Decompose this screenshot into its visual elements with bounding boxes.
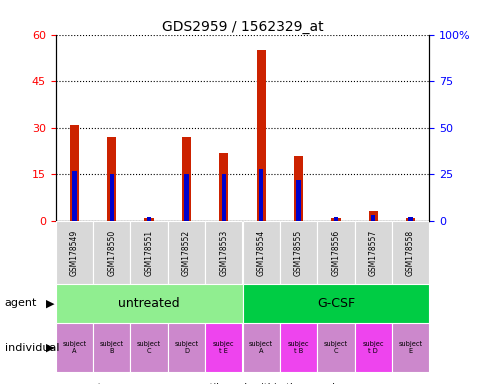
Bar bbox=[147, 217, 151, 221]
Bar bbox=[70, 124, 79, 221]
Bar bbox=[293, 156, 302, 221]
Bar bbox=[408, 217, 412, 221]
Bar bbox=[205, 323, 242, 372]
Bar bbox=[56, 284, 242, 323]
Bar bbox=[391, 221, 428, 284]
Text: GSM178553: GSM178553 bbox=[219, 229, 228, 276]
Bar bbox=[205, 221, 242, 284]
Text: ▶: ▶ bbox=[46, 298, 55, 308]
Text: subjec
t D: subjec t D bbox=[362, 341, 383, 354]
Bar bbox=[182, 137, 191, 221]
Bar bbox=[258, 169, 263, 221]
Bar bbox=[279, 323, 317, 372]
Bar bbox=[167, 323, 205, 372]
Bar bbox=[317, 323, 354, 372]
Text: GSM178549: GSM178549 bbox=[70, 229, 79, 276]
Text: GSM178557: GSM178557 bbox=[368, 229, 377, 276]
Bar bbox=[296, 180, 300, 221]
Bar bbox=[130, 323, 167, 372]
Bar bbox=[107, 137, 116, 221]
Bar bbox=[221, 174, 226, 221]
Text: subject
A: subject A bbox=[62, 341, 86, 354]
Bar bbox=[56, 323, 93, 372]
Bar bbox=[368, 212, 377, 221]
Text: GSM178555: GSM178555 bbox=[293, 229, 302, 276]
Text: subject
B: subject B bbox=[100, 341, 123, 354]
Bar bbox=[93, 221, 130, 284]
Bar bbox=[242, 323, 279, 372]
Bar bbox=[331, 218, 340, 221]
Text: individual: individual bbox=[5, 343, 59, 353]
Bar bbox=[279, 221, 317, 284]
Text: agent: agent bbox=[5, 298, 37, 308]
Text: GSM178551: GSM178551 bbox=[144, 229, 153, 276]
Bar bbox=[144, 218, 153, 221]
Text: GSM178554: GSM178554 bbox=[256, 229, 265, 276]
Text: GSM178550: GSM178550 bbox=[107, 229, 116, 276]
Title: GDS2959 / 1562329_at: GDS2959 / 1562329_at bbox=[161, 20, 323, 33]
Text: subjec
t B: subjec t B bbox=[287, 341, 309, 354]
Bar bbox=[317, 221, 354, 284]
Bar bbox=[354, 323, 391, 372]
Bar bbox=[56, 221, 93, 284]
Bar bbox=[242, 221, 279, 284]
Bar bbox=[72, 170, 76, 221]
Text: subject
A: subject A bbox=[249, 341, 272, 354]
Bar bbox=[354, 221, 391, 284]
Bar bbox=[93, 323, 130, 372]
Bar bbox=[333, 217, 337, 221]
Bar bbox=[391, 323, 428, 372]
Text: count: count bbox=[75, 383, 102, 384]
Bar bbox=[405, 218, 414, 221]
Text: subject
C: subject C bbox=[137, 341, 161, 354]
Bar bbox=[242, 284, 428, 323]
Text: subjec
t E: subjec t E bbox=[212, 341, 234, 354]
Text: subject
D: subject D bbox=[174, 341, 198, 354]
Bar bbox=[130, 221, 167, 284]
Text: G-CSF: G-CSF bbox=[316, 297, 354, 310]
Text: GSM178552: GSM178552 bbox=[182, 229, 191, 276]
Bar bbox=[184, 174, 188, 221]
Text: GSM178556: GSM178556 bbox=[331, 229, 340, 276]
Text: subject
C: subject C bbox=[323, 341, 347, 354]
Text: percentile rank within the sample: percentile rank within the sample bbox=[175, 383, 340, 384]
Text: ▶: ▶ bbox=[46, 343, 55, 353]
Text: untreated: untreated bbox=[118, 297, 180, 310]
Text: GSM178558: GSM178558 bbox=[405, 229, 414, 276]
Bar bbox=[370, 215, 375, 221]
Text: subject
E: subject E bbox=[398, 341, 422, 354]
Bar bbox=[256, 50, 265, 221]
Bar bbox=[167, 221, 205, 284]
Bar bbox=[219, 152, 228, 221]
Bar bbox=[109, 174, 114, 221]
